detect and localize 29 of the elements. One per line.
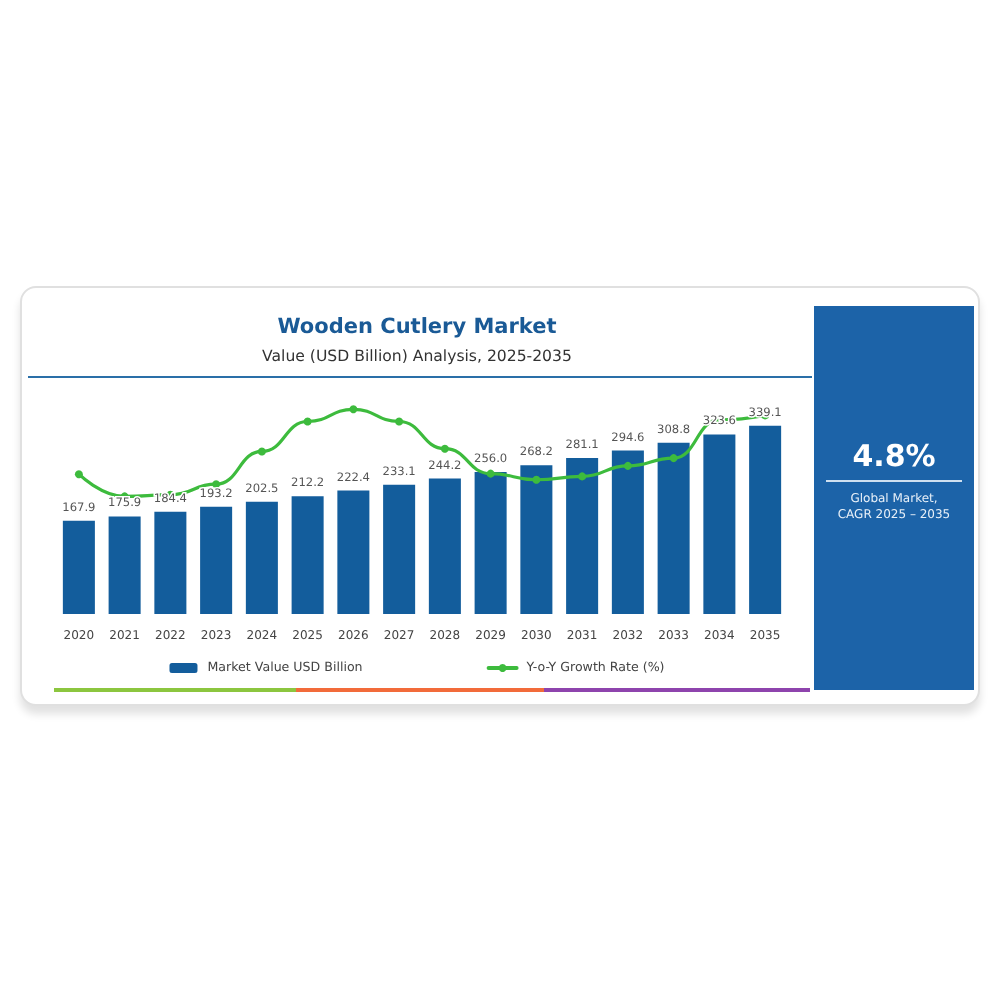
- bar: [611, 450, 644, 614]
- bar: [566, 458, 599, 614]
- point: [623, 461, 632, 470]
- point: [440, 444, 449, 453]
- point: [532, 475, 541, 484]
- bar: [245, 501, 278, 614]
- chart-title: Wooden Cutlery Market: [277, 315, 557, 339]
- bar: [520, 465, 553, 614]
- bar: [108, 516, 141, 614]
- point: [669, 454, 678, 463]
- bar: [383, 484, 416, 614]
- bar: [200, 506, 233, 614]
- point: [74, 470, 83, 479]
- point: [578, 472, 587, 481]
- point: [257, 447, 266, 456]
- bar: [291, 496, 324, 614]
- bar: [474, 471, 507, 614]
- bar: [154, 511, 187, 614]
- bar: [749, 425, 782, 614]
- point: [349, 405, 358, 414]
- bar: [62, 520, 95, 614]
- point: [395, 417, 404, 426]
- bar: [657, 442, 690, 614]
- bar: [337, 490, 370, 614]
- point: [303, 417, 312, 426]
- bar: [428, 478, 461, 614]
- bar: [703, 434, 736, 614]
- text: 4.8%: [850, 438, 938, 474]
- point: [486, 469, 495, 478]
